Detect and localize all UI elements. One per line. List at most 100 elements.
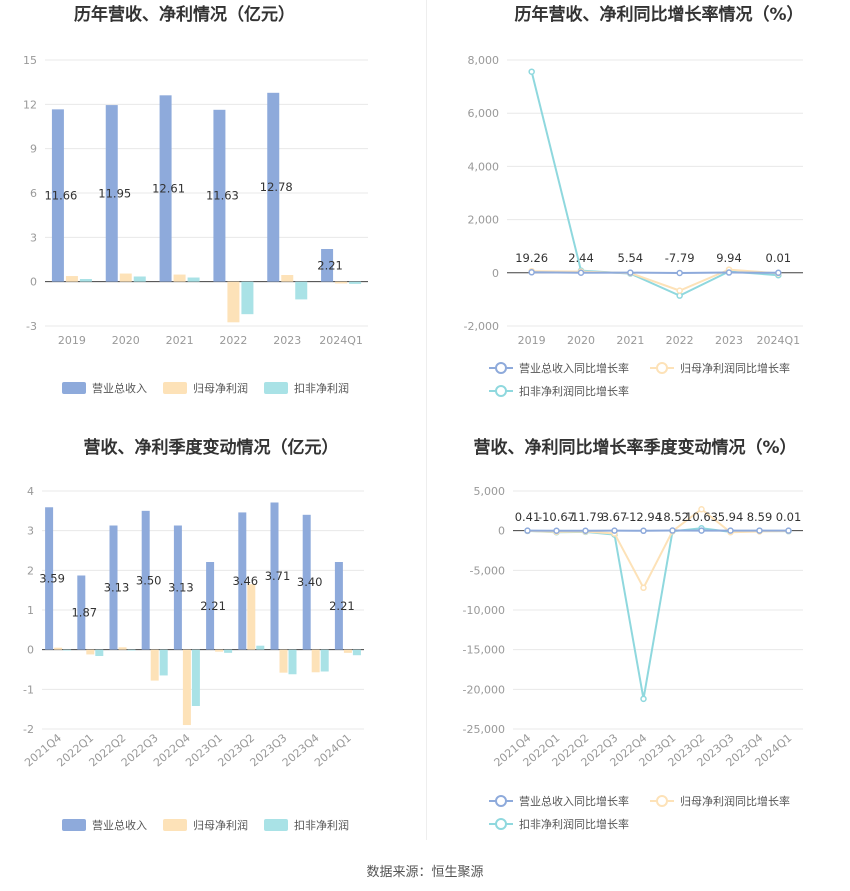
x-tick-label: 2019	[58, 334, 86, 347]
y-tick-label: 0	[30, 276, 37, 289]
legend-label: 归母净利润	[193, 818, 248, 832]
bar-revenue	[105, 105, 118, 282]
series-point	[775, 269, 782, 277]
bar-deducted-profit	[224, 649, 233, 653]
bar-revenue	[334, 562, 343, 650]
bar-data-label: 12.78	[260, 180, 293, 194]
bar-deducted-profit	[241, 281, 254, 315]
legend-marker	[495, 818, 507, 830]
bar-deducted-profit	[95, 649, 104, 657]
bar-deducted-profit	[320, 649, 329, 672]
bar-data-label: 2.21	[317, 258, 343, 272]
bar-net-profit	[182, 649, 191, 726]
bar-net-profit	[343, 649, 352, 653]
legend-label: 营业总收入	[92, 381, 147, 395]
legend-marker	[656, 795, 668, 807]
chart-annual-growth-svg: 历年营收、净利同比增长率情况（%） 8,000 6,000 4,000 2,000 0 -2…	[464, 4, 804, 398]
bar-data-label: 3.13	[104, 581, 130, 595]
y-tick-label: -5,000	[470, 564, 505, 577]
series-point	[640, 527, 647, 535]
series-point	[676, 287, 683, 294]
series-point	[627, 269, 634, 276]
legend-swatch	[62, 819, 86, 831]
series-point	[553, 527, 560, 535]
legend-marker	[656, 362, 668, 374]
bar-data-label: 3.40	[297, 575, 323, 589]
y-tick-label: 8,000	[468, 54, 500, 67]
legend-marker	[495, 385, 507, 397]
bar-revenue	[77, 575, 86, 650]
legend-swatch	[264, 382, 288, 394]
chart-title: 营收、净利同比增长率季度变动情况（%）	[473, 437, 796, 458]
legend-label: 扣非净利润	[294, 381, 349, 395]
bar-deducted-profit	[349, 281, 362, 284]
bar-revenue	[51, 109, 64, 282]
line-data-label: 0.01	[776, 510, 802, 524]
line-data-label: 2.44	[568, 251, 594, 265]
bar-data-label: 11.95	[98, 186, 131, 200]
legend-label: 扣非净利润同比增长率	[519, 817, 629, 831]
series-point	[669, 527, 676, 534]
series-point	[698, 527, 705, 534]
series-line-deducted-growth	[527, 527, 789, 700]
bar-data-label: 3.59	[39, 571, 65, 585]
series-point	[756, 527, 763, 534]
bar-deducted-profit	[127, 649, 136, 651]
series-point	[785, 527, 792, 534]
chart-quarterly-bar: 营收、净利季度变动情况（亿元） 4 3 2 1 0 -1 -2 2021Q4 2022Q1 2022…	[0, 430, 425, 860]
y-tick-label: 0	[492, 267, 499, 280]
bar-revenue	[109, 525, 118, 650]
x-tick-label: 2020	[567, 334, 595, 347]
legend-label: 营业总收入同比增长率	[519, 361, 629, 375]
x-tick-label: 2022	[666, 334, 694, 347]
series-point	[611, 527, 618, 534]
bar-data-label: 11.66	[44, 189, 77, 203]
bar-revenue	[173, 525, 182, 650]
y-tick-label: 5,000	[474, 485, 506, 498]
bar-net-profit	[279, 649, 288, 673]
bar-net-profit	[119, 273, 132, 282]
series-point	[524, 527, 531, 534]
chart-annual-growth: 历年营收、净利同比增长率情况（%） 8,000 6,000 4,000 2,000 0 -2…	[425, 0, 850, 430]
bar-revenue	[213, 109, 226, 282]
y-tick-label: 2,000	[468, 214, 500, 227]
y-tick-label: 4	[27, 485, 34, 498]
y-tick-label: 2	[27, 564, 34, 577]
line-data-label: 0.01	[766, 251, 792, 265]
x-tick-label: 2023	[715, 334, 743, 347]
legend-swatch	[62, 382, 86, 394]
bar-net-profit	[215, 649, 224, 652]
bar-deducted-profit	[159, 649, 168, 676]
legend-marker	[495, 362, 507, 374]
bar-revenue	[238, 512, 247, 650]
legend-label: 归母净利润	[193, 381, 248, 395]
y-tick-label: -10,000	[463, 604, 505, 617]
bar-net-profit	[118, 647, 127, 650]
bar-net-profit	[65, 276, 78, 282]
bar-revenue	[302, 514, 311, 650]
series-point	[640, 584, 647, 592]
line-data-label: -7.79	[665, 251, 695, 265]
legend-label: 归母净利润同比增长率	[680, 794, 790, 808]
line-data-label: 18.52	[656, 510, 689, 524]
y-tick-label: -25,000	[463, 723, 505, 736]
line-data-label: 5.54	[618, 251, 644, 265]
bar-net-profit	[150, 649, 159, 681]
bar-deducted-profit	[352, 649, 361, 656]
y-tick-label: -1	[23, 683, 34, 696]
bar-deducted-profit	[191, 649, 200, 706]
x-tick-label: 2020	[112, 334, 140, 347]
series-point	[528, 68, 535, 75]
series-point	[698, 505, 705, 513]
bar-revenue	[321, 249, 334, 282]
line-data-label: -12.94	[625, 510, 662, 524]
legend-label: 营业总收入	[92, 818, 147, 832]
bar-data-label: 2.21	[329, 599, 355, 613]
line-data-label: 5.94	[718, 510, 744, 524]
chart-annual-bar-svg: 历年营收、净利情况（亿元） 15 12 9 6 3 0 -3 2019 2020 2021 2022 2…	[23, 4, 368, 395]
legend-label: 扣非净利润同比增长率	[519, 384, 629, 398]
y-tick-label: 6,000	[468, 107, 500, 120]
line-data-label: -10.67	[538, 510, 575, 524]
chart-quarterly-growth: 营收、净利同比增长率季度变动情况（%） 5,000 0 -5,000 -10,000 -1…	[425, 430, 850, 860]
line-data-label: 3.67	[602, 510, 628, 524]
